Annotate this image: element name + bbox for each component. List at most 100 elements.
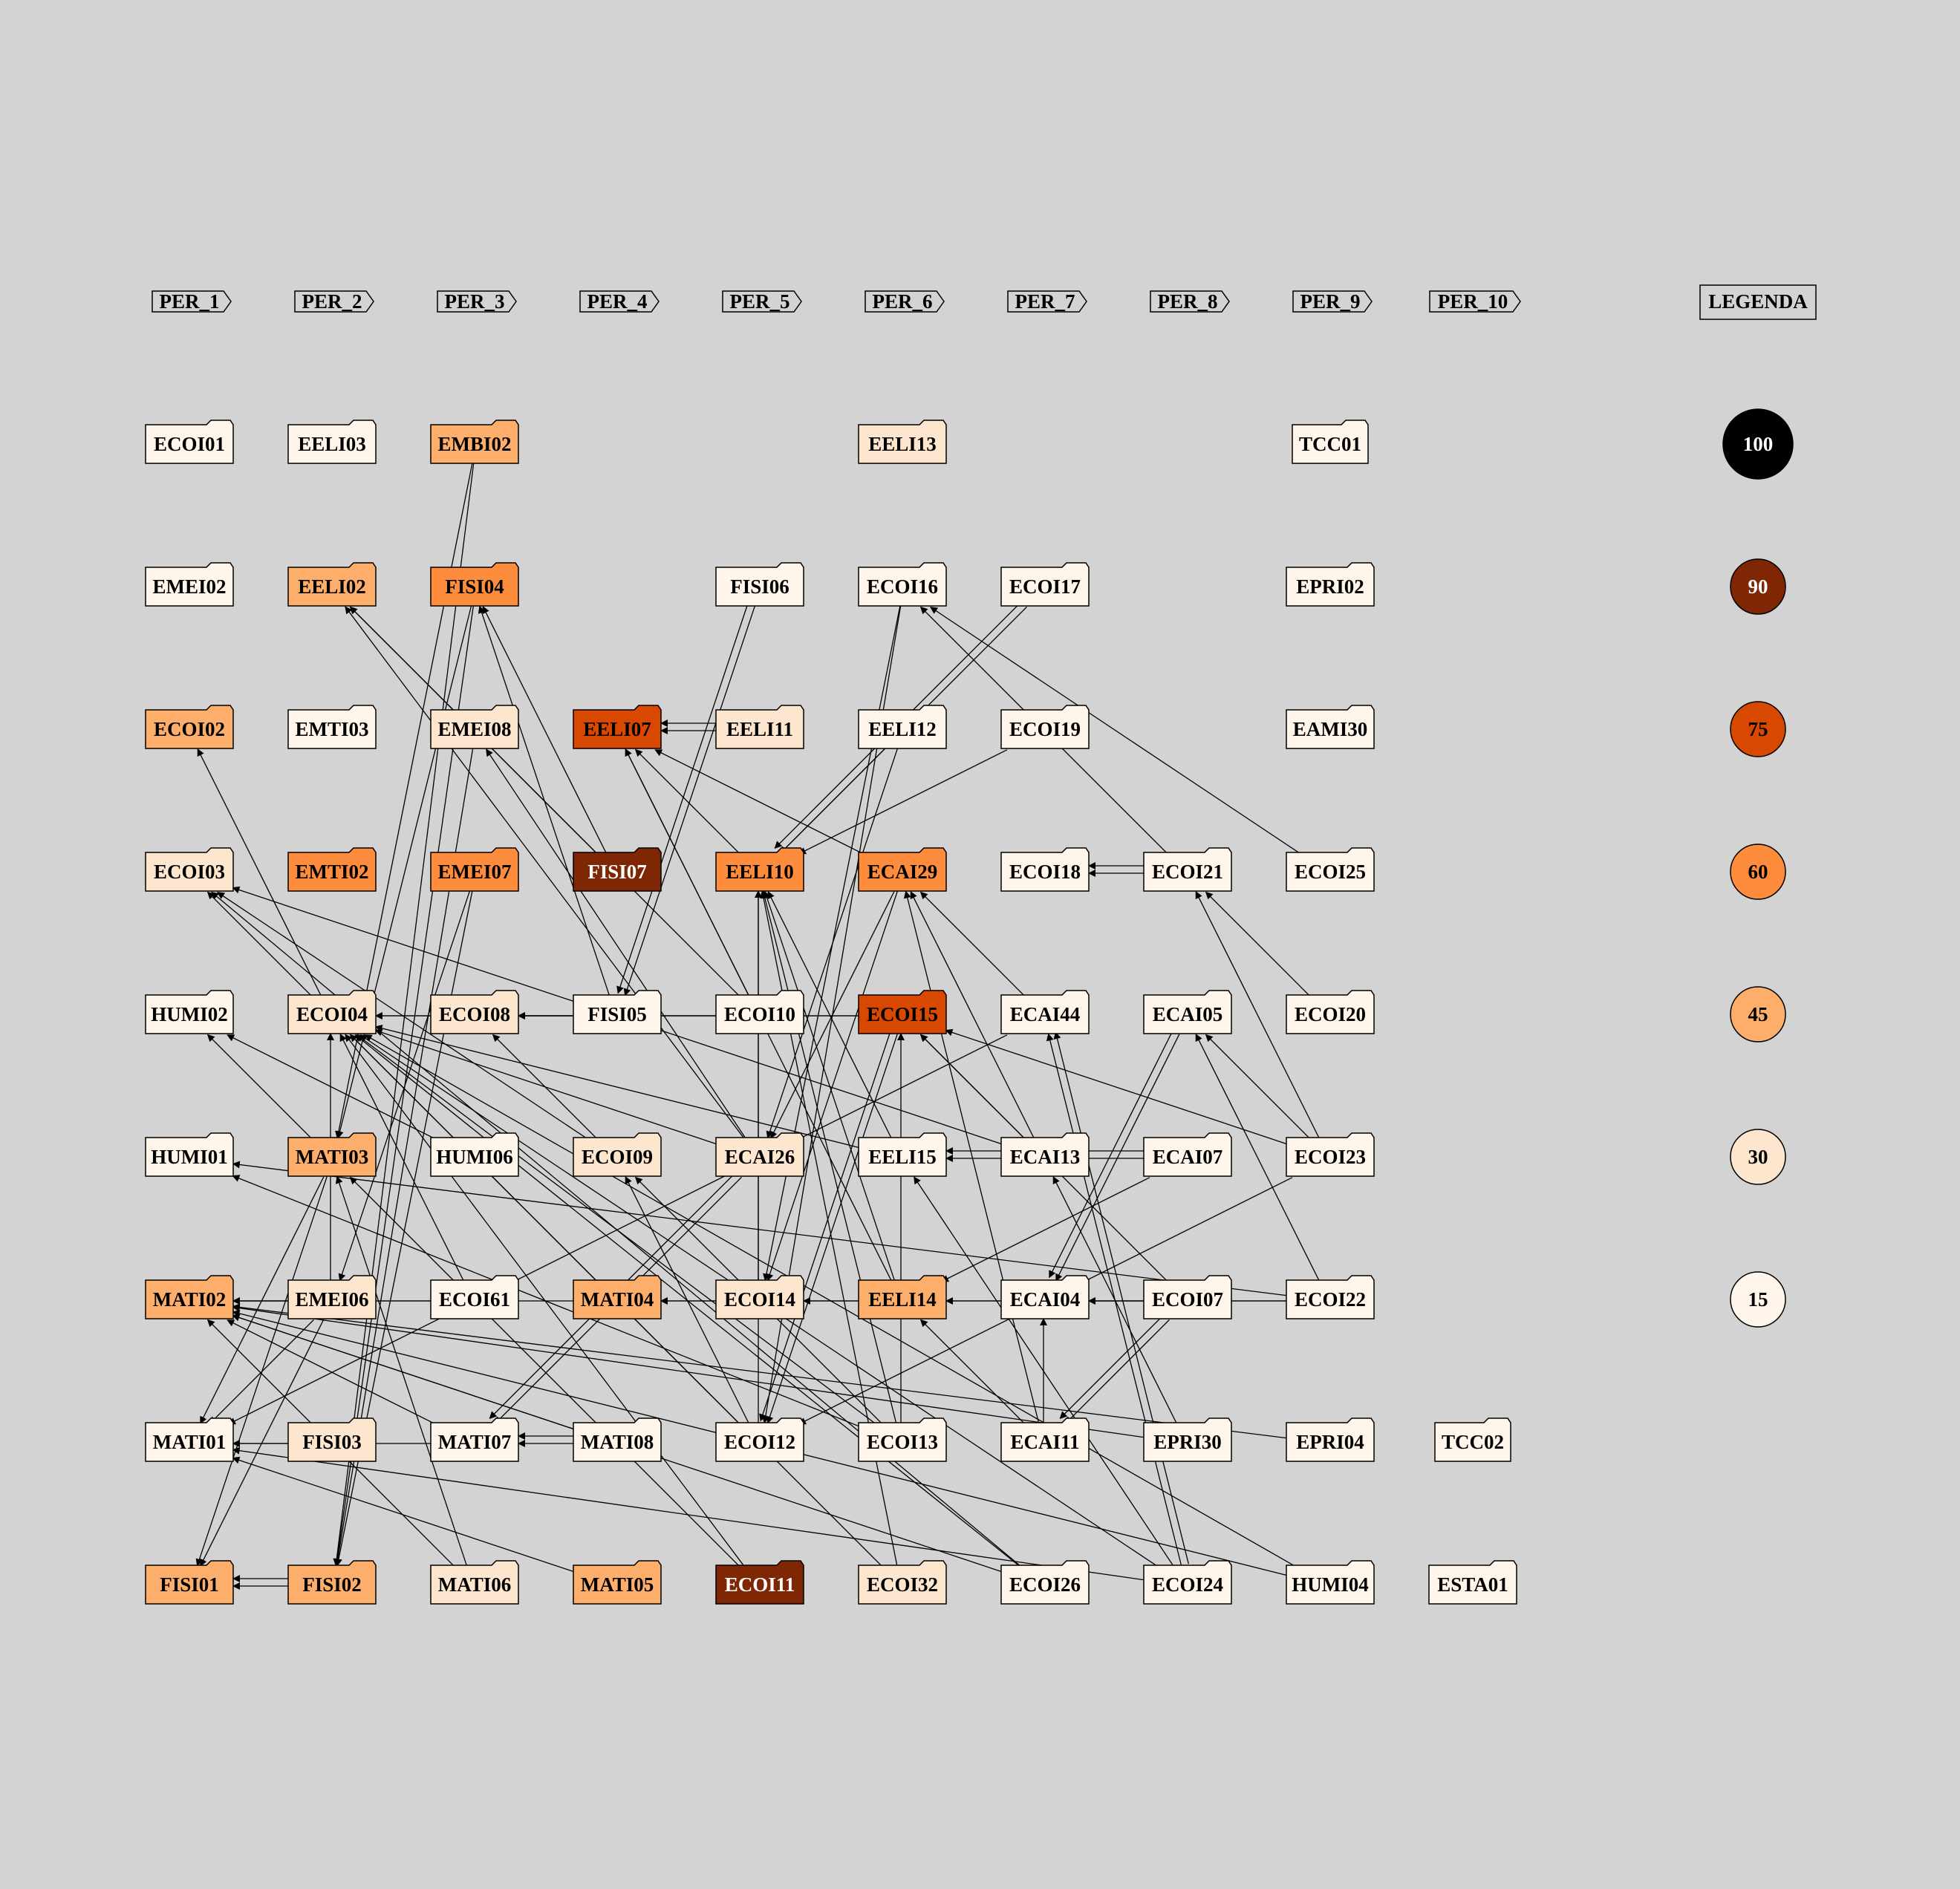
course-node[interactable]: MATI06 <box>430 1560 519 1605</box>
prerequisite-edge <box>766 748 898 1139</box>
course-node[interactable]: FISI07 <box>573 847 662 892</box>
course-node[interactable]: EPRI02 <box>1286 562 1375 607</box>
course-node[interactable]: ECOI21 <box>1143 847 1232 892</box>
course-node[interactable]: ECOI23 <box>1286 1132 1375 1177</box>
course-node[interactable]: EELI02 <box>287 562 377 607</box>
period-label: PER_9 <box>1300 290 1361 313</box>
course-node[interactable]: ECOI14 <box>715 1275 804 1319</box>
course-node[interactable]: EELI12 <box>858 705 947 749</box>
course-code: ECOI17 <box>1009 575 1081 598</box>
course-node[interactable]: ECOI25 <box>1286 847 1375 892</box>
course-node[interactable]: ECOI17 <box>1000 562 1090 607</box>
course-node[interactable]: EMTI03 <box>287 705 377 749</box>
prerequisite-edge <box>217 892 588 1140</box>
course-node[interactable]: EPRI30 <box>1143 1417 1232 1462</box>
prerequisite-edge <box>345 606 745 1139</box>
course-node[interactable]: HUMI02 <box>145 990 234 1034</box>
course-box <box>287 1417 377 1462</box>
course-node[interactable]: EELI14 <box>858 1275 947 1319</box>
course-node[interactable]: FISI02 <box>287 1560 377 1605</box>
course-node[interactable]: EPRI04 <box>1286 1417 1375 1462</box>
course-node[interactable]: MATI05 <box>573 1560 662 1605</box>
course-node[interactable]: ECOI20 <box>1286 990 1375 1034</box>
course-box <box>287 705 377 749</box>
course-node[interactable]: EELI10 <box>715 847 804 892</box>
course-node[interactable]: HUMI04 <box>1286 1560 1375 1605</box>
course-node[interactable]: ECOI11 <box>715 1560 804 1605</box>
course-node[interactable]: MATI08 <box>573 1417 662 1462</box>
course-node[interactable]: ECOI07 <box>1143 1275 1232 1319</box>
course-code: EPRI02 <box>1296 575 1364 598</box>
course-node[interactable]: MATI02 <box>145 1275 234 1319</box>
course-node[interactable]: FISI04 <box>430 562 519 607</box>
prerequisite-edge <box>339 1034 464 1282</box>
course-node[interactable]: ECOI12 <box>715 1417 804 1462</box>
course-node[interactable]: EMBI02 <box>430 420 519 464</box>
course-box <box>715 847 804 892</box>
course-box <box>1000 847 1090 892</box>
course-node[interactable]: ECAI26 <box>715 1132 804 1177</box>
course-code: MATI05 <box>581 1573 654 1596</box>
course-node[interactable]: EAMI30 <box>1286 705 1375 749</box>
course-code: EELI10 <box>726 861 794 883</box>
course-node[interactable]: ECAI05 <box>1143 990 1232 1034</box>
course-node[interactable]: ECOI32 <box>858 1560 947 1605</box>
course-node[interactable]: TCC02 <box>1434 1417 1511 1462</box>
course-node[interactable]: ECOI22 <box>1286 1275 1375 1319</box>
legend-value: 30 <box>1748 1146 1768 1168</box>
course-node[interactable]: ECAI13 <box>1000 1132 1090 1177</box>
course-box <box>287 420 377 464</box>
course-box <box>287 1132 377 1177</box>
course-node[interactable]: ESTA01 <box>1428 1560 1517 1605</box>
course-node[interactable]: HUMI06 <box>430 1132 519 1177</box>
course-node[interactable]: ECOI04 <box>287 990 377 1034</box>
course-node[interactable]: ECAI11 <box>1000 1417 1090 1462</box>
course-node[interactable]: FISI01 <box>145 1560 234 1605</box>
course-node[interactable]: ECAI07 <box>1143 1132 1232 1177</box>
course-code: EMEI02 <box>152 575 226 598</box>
course-node[interactable]: MATI04 <box>573 1275 662 1319</box>
course-box <box>430 1560 519 1605</box>
course-node[interactable]: TCC01 <box>1292 420 1369 464</box>
course-box <box>1292 420 1369 464</box>
course-node[interactable]: EMEI08 <box>430 705 519 749</box>
prerequisite-edge <box>486 748 746 1139</box>
course-node[interactable]: ECOI24 <box>1143 1560 1232 1605</box>
course-node[interactable]: ECAI04 <box>1000 1275 1090 1319</box>
course-node[interactable]: HUMI01 <box>145 1132 234 1177</box>
course-box <box>430 705 519 749</box>
course-node[interactable]: EMTI02 <box>287 847 377 892</box>
course-node[interactable]: EELI11 <box>715 705 804 749</box>
course-node[interactable]: EMEI02 <box>145 562 234 607</box>
course-node[interactable]: EELI07 <box>573 705 662 749</box>
course-node[interactable]: ECOI61 <box>430 1275 519 1319</box>
course-node[interactable]: ECAI29 <box>858 847 947 892</box>
course-node[interactable]: EELI13 <box>858 420 947 464</box>
course-node[interactable]: EELI15 <box>858 1132 947 1177</box>
course-node[interactable]: EMEI07 <box>430 847 519 892</box>
course-node[interactable]: ECOI18 <box>1000 847 1090 892</box>
course-node[interactable]: ECOI26 <box>1000 1560 1090 1605</box>
course-node[interactable]: ECOI10 <box>715 990 804 1034</box>
course-node[interactable]: ECOI02 <box>145 705 234 749</box>
course-node[interactable]: FISI05 <box>573 990 662 1034</box>
course-node[interactable]: ECOI01 <box>145 420 234 464</box>
course-node[interactable]: EELI03 <box>287 420 377 464</box>
course-node[interactable]: MATI03 <box>287 1132 377 1177</box>
course-node[interactable]: FISI03 <box>287 1417 377 1462</box>
course-node[interactable]: ECOI15 <box>858 990 947 1034</box>
course-code: ECOI32 <box>867 1573 938 1596</box>
course-node[interactable]: MATI07 <box>430 1417 519 1462</box>
course-node[interactable]: ECOI16 <box>858 562 947 607</box>
course-node[interactable]: FISI06 <box>715 562 804 607</box>
course-node[interactable]: EMEI06 <box>287 1275 377 1319</box>
course-node[interactable]: ECOI08 <box>430 990 519 1034</box>
course-box <box>573 1417 662 1462</box>
course-code: FISI01 <box>160 1573 219 1596</box>
course-node[interactable]: ECOI19 <box>1000 705 1090 749</box>
course-node[interactable]: ECOI13 <box>858 1417 947 1462</box>
course-node[interactable]: ECAI44 <box>1000 990 1090 1034</box>
course-node[interactable]: ECOI03 <box>145 847 234 892</box>
course-node[interactable]: MATI01 <box>145 1417 234 1462</box>
course-node[interactable]: ECOI09 <box>573 1132 662 1177</box>
